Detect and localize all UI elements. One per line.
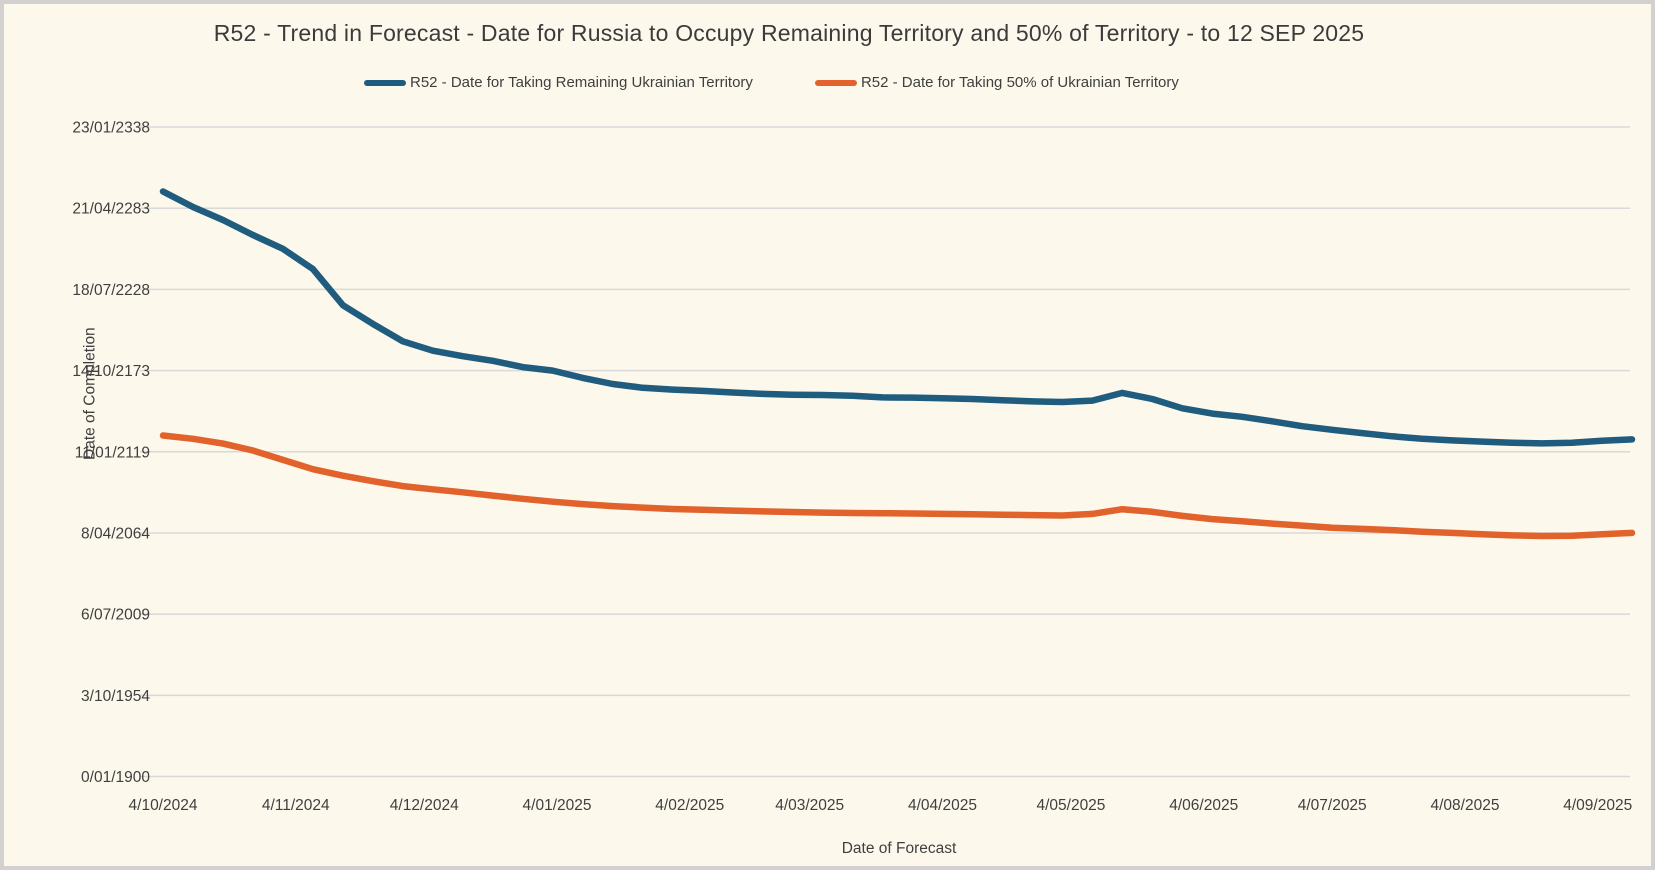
x-axis-tick-label: 4/01/2025 [523,797,592,814]
y-axis-tick-label: 6/07/2009 [81,607,150,624]
y-axis-tick-label: 23/01/2338 [72,120,150,137]
x-axis-title: Date of Forecast [841,840,957,857]
x-axis-tick-label: 4/03/2025 [775,797,844,814]
series-line-1 [159,432,1636,540]
y-axis-tick-label: 8/04/2064 [81,525,150,542]
x-axis-tick-label: 4/08/2025 [1430,797,1499,814]
y-axis-tick-label: 14/10/2173 [72,363,150,380]
x-axis-tick-label: 4/05/2025 [1036,797,1105,814]
legend-item-50pct-territory: R52 - Date for Taking 50% of Ukrainian T… [814,74,1179,91]
y-axis-tick-label: 11/01/2119 [75,444,150,461]
x-axis-tick-label: 4/10/2024 [129,797,198,814]
series-line-0 [159,188,1636,447]
y-axis-tick-label: 21/04/2283 [72,201,150,218]
legend-line-swatch-remaining [364,79,406,86]
x-axis-tick-label: 4/04/2025 [908,797,977,814]
forecast-trend-chart: 0/01/1900 3/10/1954 6/07/2009 8/04/2064 11/0… [72,120,1636,814]
legend-label-50pct: R52 - Date for Taking 50% of Ukrainian T… [860,74,1179,91]
legend-line-swatch-50pct [814,79,857,86]
legend-label-remaining: R52 - Date for Taking Remaining Ukrainia… [410,74,753,91]
y-axis-tick-label: 0/01/1900 [81,769,150,786]
chart-title: R52 - Trend in Forecast - Date for Russi… [213,20,1365,46]
y-axis-tick-label: 3/10/1954 [81,688,150,705]
y-axis-tick-label: 18/07/2228 [72,282,150,299]
x-axis-tick-label: 4/12/2024 [390,797,459,814]
x-axis-tick-label: 4/11/2024 [262,797,330,814]
x-axis-tick-label: 4/06/2025 [1169,797,1238,814]
legend-item-remaining-territory: R52 - Date for Taking Remaining Ukrainia… [364,74,753,91]
x-axis-tick-label: 4/02/2025 [655,797,724,814]
y-axis-title: Date of Completion [81,327,99,460]
x-axis-tick-label: 4/09/2025 [1563,797,1632,814]
x-axis-tick-label: 4/07/2025 [1298,797,1367,814]
chart-legend: R52 - Date for Taking Remaining Ukrainia… [364,74,1179,91]
